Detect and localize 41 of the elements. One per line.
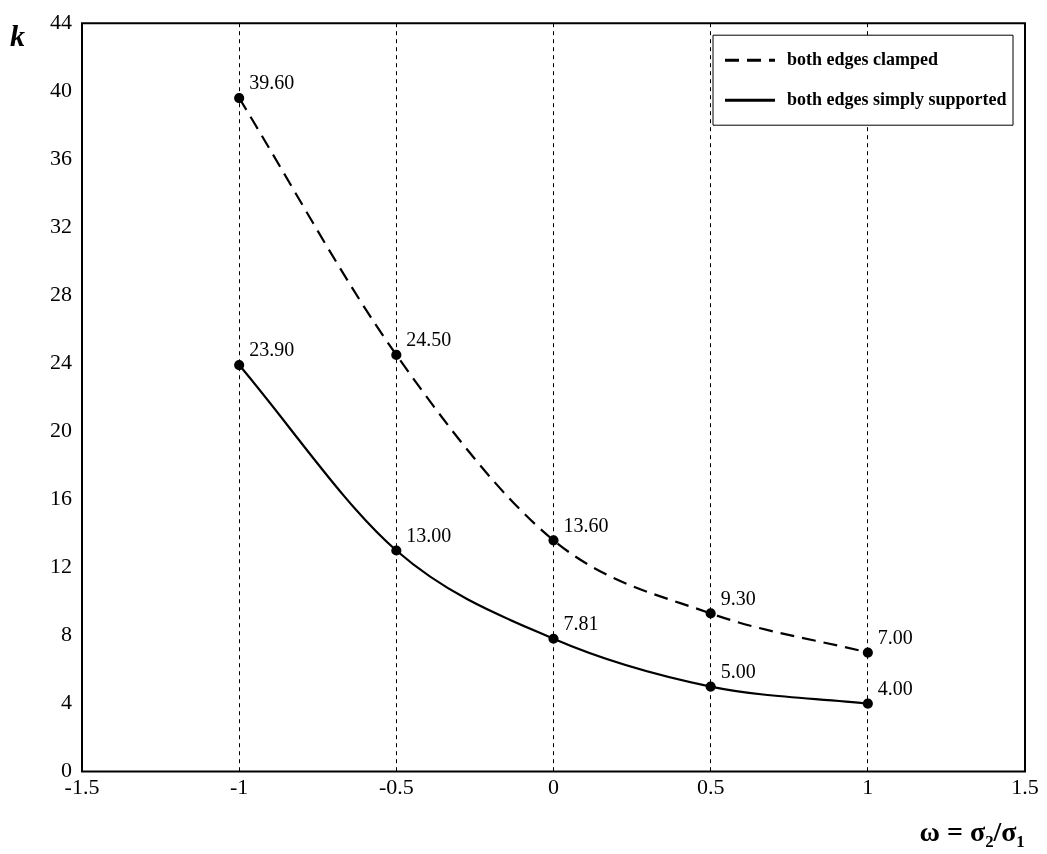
point [548,633,559,644]
y-tick-label: 24 [50,349,72,375]
data-label: 4.00 [877,676,913,699]
data-label: 39.60 [249,71,295,94]
data-label: 5.00 [720,659,756,682]
y-tick-label: 8 [61,621,72,647]
point [234,92,245,104]
point [391,349,402,360]
y-tick-label: 4 [61,689,72,715]
x-tick-label: 0 [548,773,559,799]
y-tick-label: 28 [50,281,72,307]
point [862,698,873,709]
y-tick-label: 16 [50,485,72,511]
x-tick-label: -1 [230,773,249,799]
legend-label: both edges simply supported [787,88,1007,109]
data-label: 7.81 [563,612,599,635]
y-axis-title: k [10,18,25,52]
y-tick-label: 36 [50,145,72,171]
data-label: 13.60 [563,513,609,536]
x-tick-label: -0.5 [378,773,414,799]
point [705,608,716,619]
x-tick-label: 0.5 [696,773,725,799]
x-tick-label: 1 [862,773,874,799]
y-tick-label: 44 [50,8,72,34]
y-tick-label: 12 [50,553,72,579]
point [705,681,716,692]
x-axis-title: ω = σ₂/σ₁ [919,816,1025,848]
x-tick-label: 1.5 [1011,773,1039,799]
data-label: 13.00 [406,523,452,546]
data-label: 7.00 [877,625,913,648]
y-tick-label: 40 [50,77,72,103]
legend-label: both edges clamped [787,48,939,69]
point [548,535,559,546]
data-label: 24.50 [406,328,452,351]
y-tick-label: 20 [50,417,72,443]
point [391,545,402,556]
point [862,647,873,658]
data-label: 23.90 [249,338,295,361]
y-tick-label: 32 [50,213,72,239]
point [234,359,245,371]
data-label: 9.30 [720,586,756,609]
